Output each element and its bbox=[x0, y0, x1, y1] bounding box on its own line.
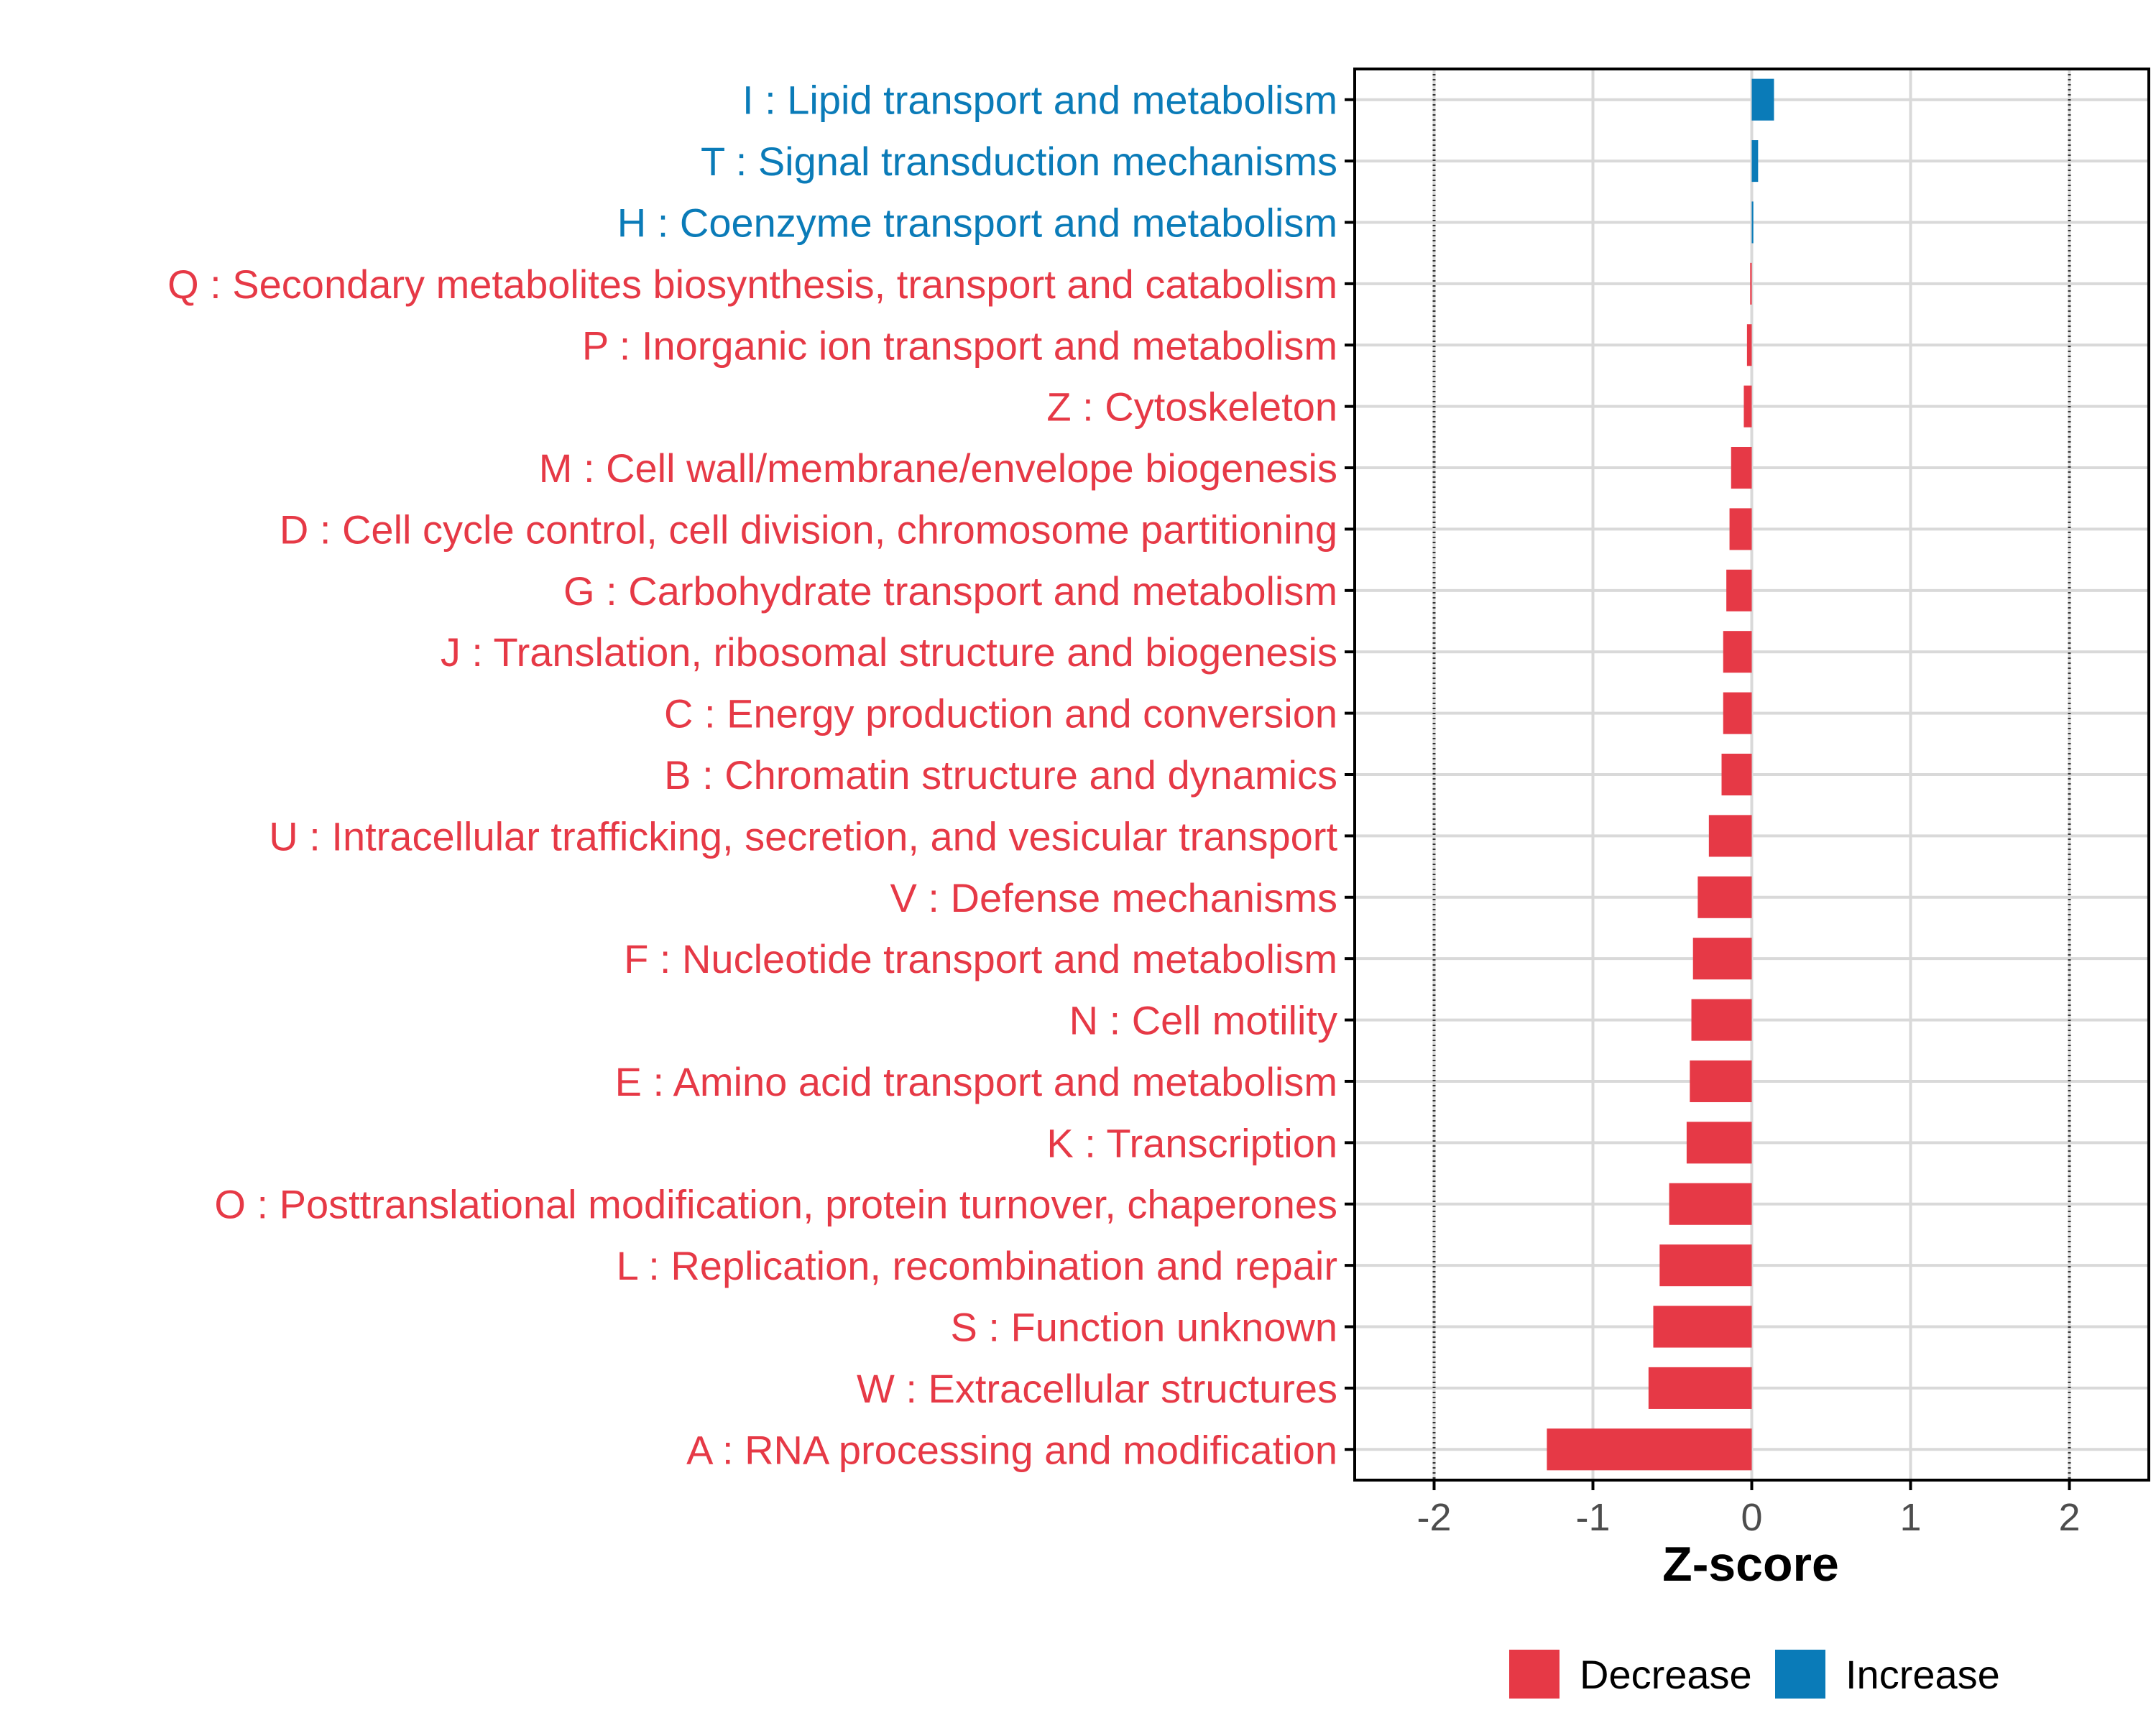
bar bbox=[1708, 815, 1752, 857]
x-tick-label: 1 bbox=[1899, 1496, 1921, 1539]
category-label: D : Cell cycle control, cell division, c… bbox=[280, 507, 1337, 552]
category-label: W : Extracellular structures bbox=[857, 1366, 1337, 1411]
category-label: E : Amino acid transport and metabolism bbox=[615, 1059, 1337, 1104]
bar bbox=[1691, 999, 1752, 1041]
category-labels: I : Lipid transport and metabolism T : Si… bbox=[167, 78, 1337, 1473]
x-axis-title: Z-score bbox=[1662, 1537, 1839, 1591]
category-label: G : Carbohydrate transport and metabolis… bbox=[563, 568, 1337, 614]
bar bbox=[1686, 1122, 1752, 1164]
bar bbox=[1653, 1306, 1752, 1348]
bar bbox=[1743, 385, 1752, 428]
category-label: B : Chromatin structure and dynamics bbox=[664, 752, 1337, 798]
bar bbox=[1723, 692, 1752, 734]
bar bbox=[1648, 1367, 1752, 1409]
category-label: L : Replication, recombination and repai… bbox=[617, 1243, 1337, 1288]
category-label: I : Lipid transport and metabolism bbox=[742, 78, 1337, 123]
bar bbox=[1697, 876, 1752, 918]
bar bbox=[1751, 201, 1754, 244]
bar bbox=[1723, 631, 1752, 673]
category-label: N : Cell motility bbox=[1069, 998, 1337, 1043]
category-label: F : Nucleotide transport and metabolism bbox=[624, 936, 1337, 981]
bar bbox=[1690, 1060, 1752, 1102]
category-label: O : Posttranslational modification, prot… bbox=[214, 1182, 1337, 1227]
legend-key-decrease bbox=[1509, 1650, 1560, 1699]
x-tick-label: -2 bbox=[1416, 1496, 1451, 1539]
bar bbox=[1731, 447, 1752, 489]
x-axis-ticks: -2 -1 0 1 2 bbox=[1416, 1480, 2081, 1539]
category-label: H : Coenzyme transport and metabolism bbox=[617, 200, 1337, 245]
bar bbox=[1750, 262, 1752, 305]
bar bbox=[1729, 508, 1752, 550]
legend-label: Increase bbox=[1846, 1652, 2000, 1697]
bar bbox=[1746, 324, 1752, 366]
category-label: K : Transcription bbox=[1046, 1120, 1337, 1165]
category-label: C : Energy production and conversion bbox=[664, 691, 1337, 736]
x-tick-label: 2 bbox=[2058, 1496, 2080, 1539]
x-tick-label: -1 bbox=[1575, 1496, 1610, 1539]
bar bbox=[1692, 938, 1752, 980]
legend: Decrease Increase bbox=[1509, 1650, 2000, 1699]
category-label: Q : Secondary metabolites biosynthesis, … bbox=[167, 262, 1337, 307]
x-tick-label: 0 bbox=[1741, 1496, 1762, 1539]
legend-label: Decrease bbox=[1580, 1652, 1752, 1697]
category-label: A : RNA processing and modification bbox=[686, 1427, 1337, 1472]
category-label: S : Function unknown bbox=[950, 1305, 1337, 1350]
category-label: V : Defense mechanisms bbox=[890, 875, 1337, 920]
category-label: M : Cell wall/membrane/envelope biogenes… bbox=[539, 445, 1337, 491]
bar-layer bbox=[1547, 78, 1774, 1471]
category-label: J : Translation, ribosomal structure and… bbox=[441, 629, 1337, 675]
bar bbox=[1659, 1244, 1752, 1287]
category-label: P : Inorganic ion transport and metaboli… bbox=[582, 323, 1337, 368]
bar bbox=[1547, 1428, 1752, 1471]
bar bbox=[1751, 140, 1759, 182]
bar bbox=[1721, 753, 1752, 796]
bar bbox=[1726, 569, 1752, 611]
bar bbox=[1751, 78, 1774, 121]
category-label: U : Intracellular trafficking, secretion… bbox=[269, 813, 1337, 859]
category-label: T : Signal transduction mechanisms bbox=[701, 139, 1337, 184]
category-label: Z : Cytoskeleton bbox=[1046, 384, 1337, 430]
bar bbox=[1669, 1183, 1752, 1225]
legend-key-increase bbox=[1775, 1650, 1825, 1699]
